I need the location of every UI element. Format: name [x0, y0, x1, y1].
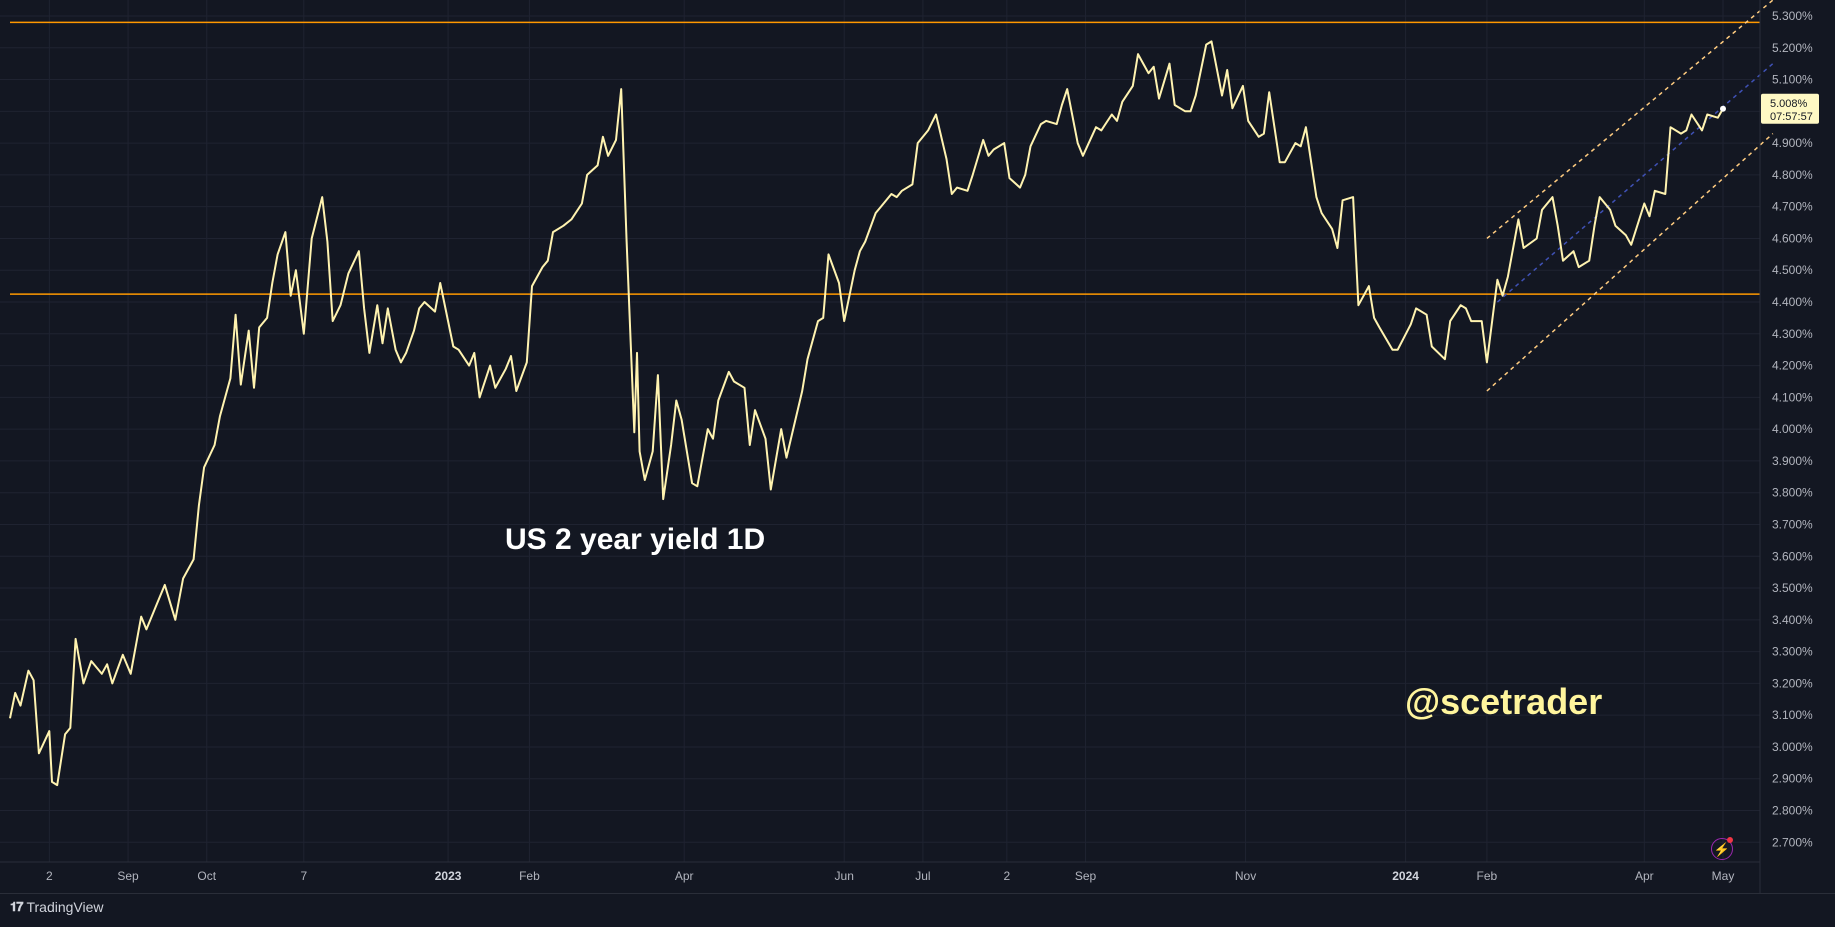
y-tick-label: 3.500%: [1772, 581, 1813, 595]
y-tick-label: 5.100%: [1772, 73, 1813, 87]
y-tick-label: 3.800%: [1772, 486, 1813, 500]
chart[interactable]: US 2 year yield 1D @scetrader 5.300% 5.20…: [0, 0, 1835, 893]
x-tick-label: Feb: [519, 869, 540, 883]
last-value-text: 5.008%: [1770, 98, 1808, 110]
lightning-icon[interactable]: ⚡: [1711, 838, 1733, 860]
x-tick-label: 2: [46, 869, 53, 883]
watermark: @scetrader: [1405, 681, 1602, 722]
y-tick-label: 3.200%: [1772, 676, 1813, 690]
y-tick-label: 3.400%: [1772, 613, 1813, 627]
x-tick-label: Apr: [1635, 869, 1654, 883]
y-tick-label: 4.300%: [1772, 327, 1813, 341]
x-tick-label: 2023: [435, 869, 462, 883]
x-tick-label: Sep: [1075, 869, 1097, 883]
y-tick-label: 3.600%: [1772, 549, 1813, 563]
series-line: [9, 40, 1724, 787]
x-tick-label: Feb: [1477, 869, 1498, 883]
last-value-badge: 5.008% 07:57:57: [1761, 93, 1819, 124]
y-tick-label: 3.100%: [1772, 708, 1813, 722]
y-tick-label: 3.700%: [1772, 517, 1813, 531]
brand[interactable]: 𝟏𝟕 TradingView: [10, 899, 104, 915]
channel-upper-line[interactable]: [1486, 0, 1774, 240]
y-tick-label: 3.300%: [1772, 645, 1813, 659]
y-tick-label: 4.400%: [1772, 295, 1813, 309]
chart-title: US 2 year yield 1D: [505, 523, 765, 556]
y-tick-label: 4.700%: [1772, 200, 1813, 214]
y-tick-label: 4.900%: [1772, 136, 1813, 150]
channel-lower-line[interactable]: [1486, 133, 1774, 392]
footer: [0, 893, 1835, 927]
y-tick-label: 4.600%: [1772, 231, 1813, 245]
y-tick-label: 4.200%: [1772, 359, 1813, 373]
grid: [0, 0, 1760, 862]
y-tick-label: 4.800%: [1772, 168, 1813, 182]
x-tick-label: Jul: [915, 869, 930, 883]
y-tick-label: 3.900%: [1772, 454, 1813, 468]
y-axis[interactable]: 5.300%5.200%5.100%5.000%4.900%4.800%4.70…: [1772, 9, 1813, 849]
y-tick-label: 4.100%: [1772, 390, 1813, 404]
x-tick-label: Apr: [675, 869, 694, 883]
y-tick-label: 4.500%: [1772, 263, 1813, 277]
x-tick-label: May: [1712, 869, 1735, 883]
x-tick-label: Nov: [1235, 869, 1256, 883]
x-tick-label: Jun: [835, 869, 854, 883]
notification-dot-icon: [1727, 837, 1733, 843]
plot-background: [0, 0, 1835, 893]
y-tick-label: 2.700%: [1772, 835, 1813, 849]
y-tick-label: 4.000%: [1772, 422, 1813, 436]
y-tick-label: 5.200%: [1772, 41, 1813, 55]
x-axis[interactable]: 2 Sep Oct 7 2023 Feb Apr Jun Jul 2 Sep Nov 2024 Feb Ap…: [46, 869, 1734, 883]
y-tick-label: 3.000%: [1772, 740, 1813, 754]
x-tick-label: 7: [300, 869, 307, 883]
y-tick-label: 2.800%: [1772, 804, 1813, 818]
last-value-badge-background: [1761, 93, 1819, 124]
last-point: [1720, 105, 1726, 112]
trend-channel[interactable]: [1486, 0, 1774, 392]
x-tick-label: 2: [1004, 869, 1011, 883]
x-tick-label: 2024: [1392, 869, 1419, 883]
last-value-countdown: 07:57:57: [1770, 111, 1813, 123]
x-tick-label: Oct: [197, 869, 216, 883]
brand-label: TradingView: [26, 899, 104, 915]
y-tick-label: 2.900%: [1772, 772, 1813, 786]
tradingview-logo-icon: 𝟏𝟕: [10, 899, 24, 914]
x-tick-label: Sep: [117, 869, 139, 883]
horizontal-levels[interactable]: [10, 21, 1760, 295]
y-tick-label: 5.300%: [1772, 9, 1813, 23]
